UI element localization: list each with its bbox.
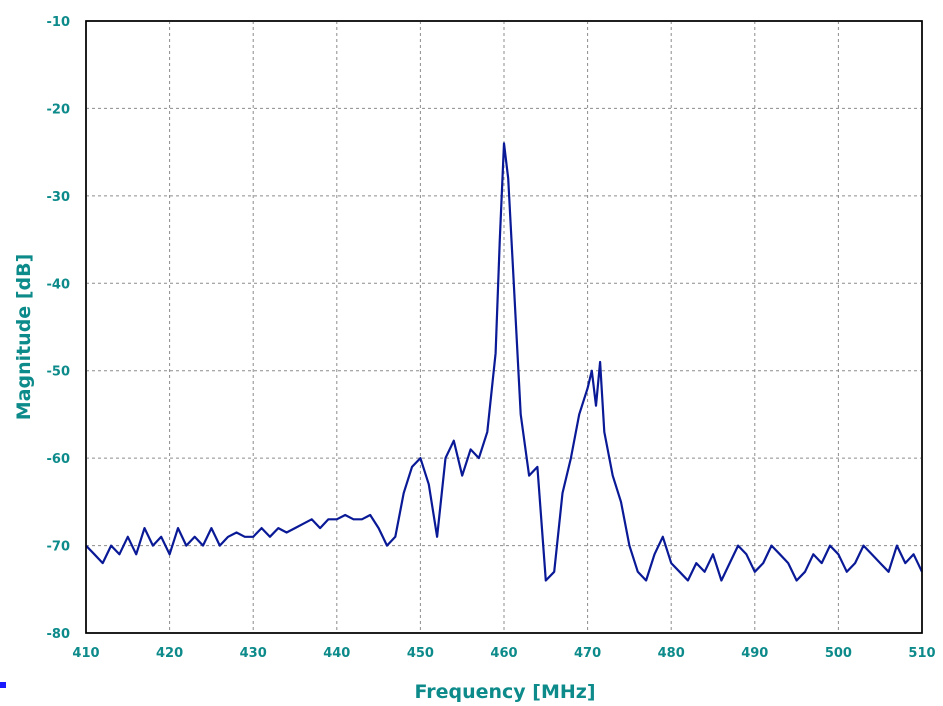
x-tick-label: 420 bbox=[156, 646, 183, 661]
y-tick-label: -10 bbox=[47, 15, 71, 30]
x-tick-label: 440 bbox=[323, 646, 350, 661]
x-tick-label: 480 bbox=[658, 646, 685, 661]
gridlines bbox=[86, 21, 922, 633]
y-tick-label: -20 bbox=[47, 102, 71, 117]
x-tick-label: 470 bbox=[574, 646, 601, 661]
x-tick-label: 490 bbox=[741, 646, 768, 661]
x-tick-label: 410 bbox=[72, 646, 99, 661]
plot-border bbox=[85, 20, 923, 634]
x-tick-label: 450 bbox=[407, 646, 434, 661]
x-tick-label: 430 bbox=[240, 646, 267, 661]
y-tick-label: -80 bbox=[47, 627, 71, 642]
x-tick-labels: 410 420 430 440 450 460 470 480 490 500 510 bbox=[72, 646, 935, 661]
x-tick-label: 510 bbox=[908, 646, 935, 661]
y-axis-label: Magnitude [dB] bbox=[13, 254, 35, 421]
x-tick-label: 460 bbox=[490, 646, 517, 661]
corner-marker bbox=[0, 682, 6, 688]
y-tick-labels: -10 -20 -30 -40 -50 -60 -70 -80 bbox=[47, 15, 71, 642]
series-line bbox=[85, 142, 923, 582]
y-tick-label: -60 bbox=[47, 452, 71, 467]
x-axis-label: Frequency [MHz] bbox=[414, 681, 595, 703]
x-tick-label: 500 bbox=[825, 646, 852, 661]
y-tick-label: -30 bbox=[47, 190, 71, 205]
y-tick-label: -70 bbox=[47, 540, 71, 555]
y-tick-label: -40 bbox=[47, 277, 71, 292]
y-tick-label: -50 bbox=[47, 365, 71, 380]
